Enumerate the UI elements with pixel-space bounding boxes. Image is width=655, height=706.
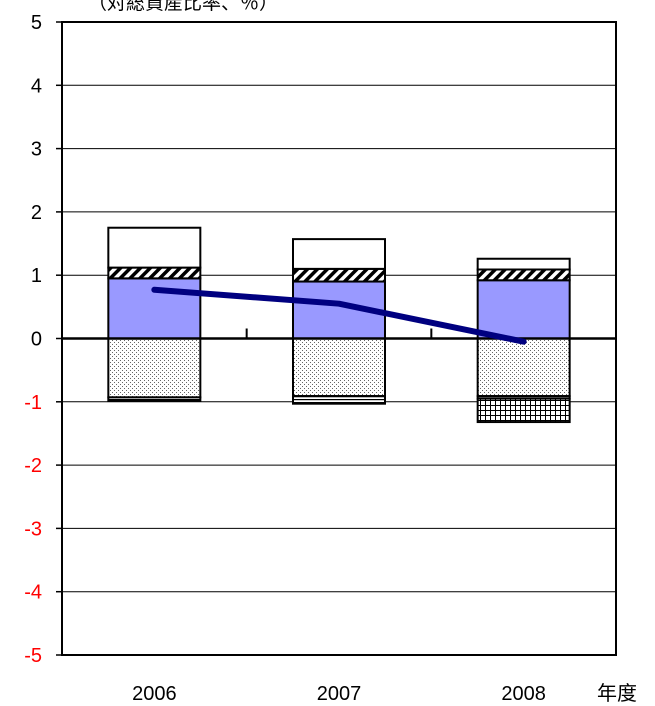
y-tick-label: 1	[31, 265, 42, 287]
y-tick-label: 5	[31, 12, 42, 34]
line-series-path	[151, 286, 527, 345]
x-tick-label: 2006	[132, 683, 177, 705]
x-axis-ticks: 2006 2007 2008	[132, 683, 546, 705]
y-tick-label: -4	[24, 582, 42, 604]
x-tick-label: 2007	[317, 683, 362, 705]
bar-segment	[476, 268, 571, 282]
y-tick-label: -2	[24, 455, 42, 477]
bar-segment	[476, 257, 571, 271]
bar-segment	[292, 337, 386, 398]
y-tick-label: 0	[31, 329, 42, 351]
x-tick-label: 2008	[501, 683, 546, 705]
y-tick-label: 2	[31, 202, 42, 224]
bar-segment	[476, 279, 571, 340]
bars	[107, 226, 571, 424]
x-axis-label: 年度	[597, 682, 637, 705]
bar-segment	[292, 238, 386, 270]
bar-segment	[292, 267, 386, 283]
axes	[56, 21, 617, 656]
bar-segment	[292, 395, 386, 405]
bar-segment	[107, 226, 202, 269]
bar-segment	[107, 266, 202, 280]
bar-segment	[476, 337, 571, 398]
line-series	[151, 286, 527, 345]
y-tick-label: 3	[31, 139, 42, 161]
y-tick-label: 4	[31, 75, 42, 97]
y-axis-label: （対総資産比率、％）	[88, 0, 278, 14]
bar-segment	[476, 397, 571, 424]
bar-segment	[107, 396, 202, 402]
bar-segment	[107, 337, 202, 399]
y-tick-label: -5	[24, 645, 42, 667]
y-tick-label: -3	[24, 518, 42, 540]
y-tick-label: -1	[24, 392, 42, 414]
y-axis-ticks: 5 4 3 2 1 0 -1 -2 -3 -4 -5	[24, 12, 42, 667]
